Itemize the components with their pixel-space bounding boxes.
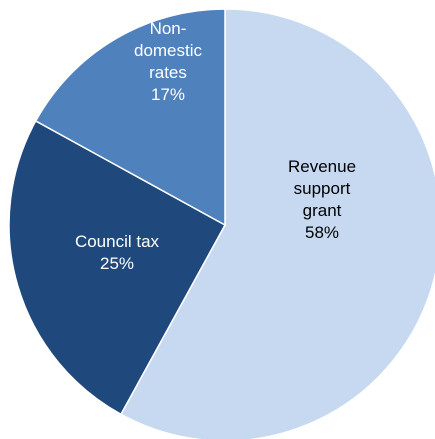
pie-slice-name-line: support xyxy=(294,179,351,198)
pie-slice-name-line: Non- xyxy=(150,19,187,38)
pie-slice-label-1: Council tax 25% xyxy=(75,232,160,273)
pie-slice-0 xyxy=(119,8,435,439)
pie-slice-label-2: Non-domestic rates 17% xyxy=(134,19,203,104)
pie-slice-name-line: domestic xyxy=(134,41,203,60)
pie-slice-name-line: rates xyxy=(149,63,187,82)
pie-slices xyxy=(8,8,435,439)
pie-slice-value: 58% xyxy=(305,223,339,242)
pie-slice-name-line: Revenue xyxy=(288,157,356,176)
pie-slice-value: 17% xyxy=(151,85,185,104)
pie-labels: Revenue support grant 58% Council tax 25% Non-… xyxy=(75,19,356,273)
pie-slice-1 xyxy=(8,119,227,416)
pie-slice-name-line: Council tax xyxy=(75,232,160,251)
pie-slice-2 xyxy=(34,8,226,227)
pie-slice-label-0: Revenue support grant 58% xyxy=(288,157,356,242)
pie-slice-value: 25% xyxy=(100,254,134,273)
pie-slice-name-line: grant xyxy=(303,201,342,220)
